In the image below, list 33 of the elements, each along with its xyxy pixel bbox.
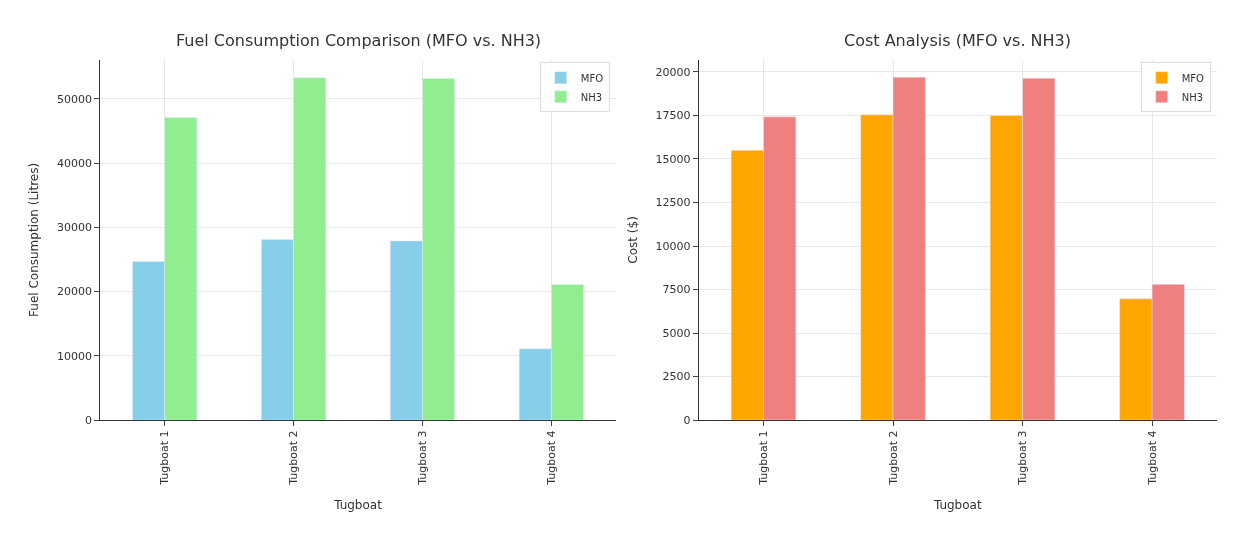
chart-title: Fuel Consumption Comparison (MFO vs. NH3) [176,31,542,50]
x-tick-label: Tugboat 4 [1145,430,1159,486]
y-tick-label: 40000 [57,157,93,171]
y-tick-label: 15000 [655,152,691,166]
y-tick-label: 7500 [662,283,691,297]
y-tick-label: 10000 [655,239,691,253]
x-tick-label: Tugboat 3 [416,430,430,486]
y-tick-label: 30000 [57,221,93,235]
x-tick-label: Tugboat 4 [544,430,558,486]
legend-label: NH3 [1181,91,1204,103]
legend-label: MFO [580,72,604,84]
y-axis-title: Cost ($) [625,216,640,264]
y-tick-label: 50000 [57,92,93,106]
y-tick-label: 17500 [655,109,691,123]
x-axis-title: Tugboat [333,497,383,512]
x-tick-label: Tugboat 2 [287,430,301,486]
y-tick-label: 20000 [57,285,93,299]
legend-label: NH3 [580,91,603,103]
x-tick-label: Tugboat 3 [1016,430,1030,486]
x-tick-label: Tugboat 1 [757,430,771,486]
y-tick-label: 10000 [57,349,93,363]
y-tick-label: 2500 [662,370,691,384]
chart-title: Cost Analysis (MFO vs. NH3) [844,31,1071,50]
x-tick-label: Tugboat 1 [158,430,172,486]
legend-label: MFO [1181,72,1205,84]
y-tick-label: 5000 [662,326,691,340]
x-tick-label: Tugboat 2 [886,430,900,486]
y-tick-label: 12500 [655,196,691,210]
x-axis-title: Tugboat [932,497,982,512]
y-tick-label: 0 [85,413,93,427]
y-tick-label: 0 [683,413,691,427]
y-axis-title: Fuel Consumption (Litres) [27,162,42,317]
y-tick-label: 20000 [655,65,691,79]
